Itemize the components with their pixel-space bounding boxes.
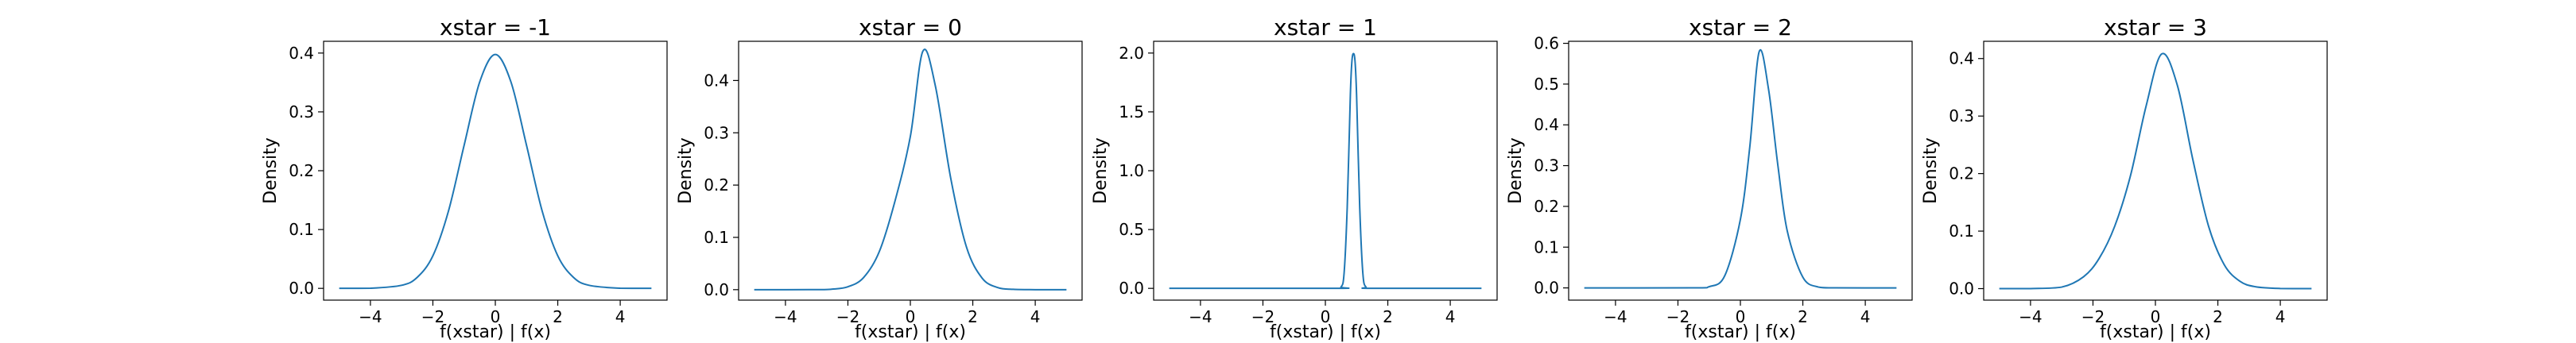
x-tick-label: −4	[1604, 307, 1627, 326]
x-tick-label: 0	[906, 307, 916, 326]
y-tick-label: 0.6	[1534, 34, 1559, 53]
y-tick-label: 0.3	[1534, 156, 1559, 175]
y-axis-label: Density	[1091, 137, 1111, 204]
x-tick-label: 2	[1798, 307, 1808, 326]
x-axis-label: f(xstar) | f(x)	[855, 322, 966, 342]
chart-title: xstar = 2	[1689, 14, 1792, 40]
y-tick-label: 0.3	[1949, 106, 1974, 125]
y-axis-label: Density	[676, 137, 696, 204]
x-tick-label: −4	[359, 307, 382, 326]
x-tick-label: −4	[774, 307, 797, 326]
subplot-1: −4 −2 0 2 4 0.0 0.1 0.2 0.3 0.4 xstar = -1 f(xstar)…	[261, 14, 668, 342]
chart-title: xstar = 1	[1274, 14, 1377, 40]
y-tick-label: 0.0	[1534, 279, 1559, 298]
x-tick-label: 4	[1860, 307, 1871, 326]
density-line	[1584, 48, 1897, 289]
y-tick-label: 0.3	[289, 102, 314, 121]
chart-title: xstar = 3	[2104, 14, 2207, 40]
x-tick-label: 0	[1321, 307, 1331, 326]
x-axis-label: f(xstar) | f(x)	[1270, 322, 1381, 342]
x-tick-label: 0	[2151, 307, 2161, 326]
x-tick-label: 2	[553, 307, 563, 326]
y-tick-label: 0.2	[1949, 164, 1974, 183]
x-axis-label: f(xstar) | f(x)	[2100, 322, 2211, 342]
y-tick-label: 0.2	[289, 161, 314, 180]
y-tick-label: 0.2	[1534, 197, 1559, 216]
x-axis-label: f(xstar) | f(x)	[1685, 322, 1796, 342]
subplot-3: −4 −2 0 2 4 0.0 0.5 1.0 1.5 2.0 xstar = 1 f(xstar) …	[1091, 14, 1498, 342]
x-tick-label: 2	[1383, 307, 1393, 326]
x-tick-label: −2	[421, 307, 444, 326]
y-tick-label: 0.3	[704, 123, 729, 142]
density-line	[1999, 52, 2312, 290]
x-tick-label: 4	[1445, 307, 1456, 326]
y-tick-label: 1.0	[1119, 161, 1144, 180]
x-tick-label: 2	[2213, 307, 2223, 326]
y-tick-label: 0.4	[1534, 115, 1559, 134]
subplot-5: −4 −2 0 2 4 0.0 0.1 0.2 0.3 0.4 xstar = 3 f(xstar) …	[1921, 14, 2328, 342]
x-tick-label: −2	[2081, 307, 2105, 326]
x-tick-label: −2	[1251, 307, 1274, 326]
y-tick-label: 0.4	[1949, 49, 1974, 68]
y-tick-label: 0.5	[1119, 220, 1144, 239]
x-axis-label: f(xstar) | f(x)	[440, 322, 551, 342]
y-axis-label: Density	[1506, 137, 1526, 204]
y-tick-label: 0.5	[1534, 75, 1559, 94]
y-tick-label: 0.0	[1949, 279, 1974, 299]
density-line	[754, 48, 1067, 291]
x-tick-label: 4	[2275, 307, 2286, 326]
y-tick-label: 0.4	[704, 71, 729, 90]
density-line	[1169, 52, 1482, 290]
y-tick-label: 0.4	[289, 44, 314, 63]
y-tick-label: 0.1	[1949, 222, 1974, 241]
subplot-4: −4 −2 0 2 4 0.0 0.1 0.2 0.3 0.4 0.5 0.6 xstar = 2 f(x…	[1506, 14, 1913, 342]
x-tick-label: 0	[1736, 307, 1746, 326]
y-tick-label: 0.0	[289, 279, 314, 298]
x-tick-label: −4	[1189, 307, 1212, 326]
y-axis-label: Density	[1921, 137, 1941, 204]
x-tick-label: 4	[1030, 307, 1041, 326]
chart-title: xstar = 0	[859, 14, 962, 40]
y-tick-label: 0.1	[704, 228, 729, 247]
y-tick-label: 0.1	[289, 220, 314, 239]
density-line	[339, 53, 652, 290]
y-tick-label: 2.0	[1119, 44, 1144, 63]
y-axis-label: Density	[261, 137, 281, 204]
x-tick-label: 4	[615, 307, 626, 326]
y-tick-label: 0.0	[1119, 279, 1144, 298]
chart-title: xstar = -1	[440, 14, 551, 40]
x-tick-label: 2	[968, 307, 978, 326]
x-tick-label: 0	[491, 307, 501, 326]
x-tick-label: −2	[836, 307, 859, 326]
y-tick-label: 0.0	[704, 280, 729, 299]
x-tick-label: −2	[1666, 307, 1690, 326]
y-tick-label: 0.2	[704, 175, 729, 195]
subplot-2: −4 −2 0 2 4 0.0 0.1 0.2 0.3 0.4 xstar = 0 f(xstar) …	[676, 14, 1083, 342]
y-tick-label: 1.5	[1119, 102, 1144, 121]
y-tick-label: 0.1	[1534, 237, 1559, 256]
x-tick-label: −4	[2019, 307, 2042, 326]
